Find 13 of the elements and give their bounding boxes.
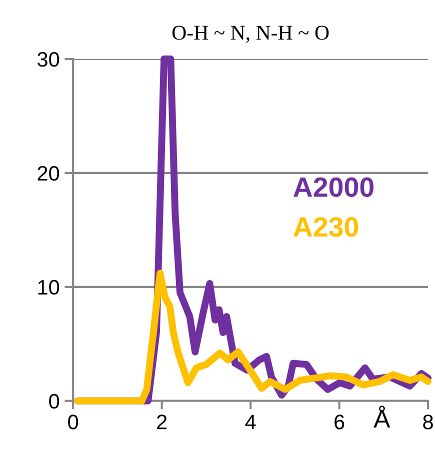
y-tick-label: 0	[49, 394, 60, 409]
text: A230	[293, 217, 358, 237]
chart-title: O-H ~ N, N-H ~ O	[172, 26, 329, 43]
x-tick-label: 8	[423, 414, 433, 430]
y-tick-label: 10	[38, 280, 60, 295]
x-tick-label: 6	[334, 414, 344, 430]
y-tick-label: 20	[38, 166, 60, 181]
x-tick-label: 4	[245, 414, 256, 430]
x-axis-title: Å	[374, 406, 390, 428]
y-tick-label: 30	[38, 52, 60, 67]
x-tick-label: 2	[157, 414, 167, 430]
x-tick-label: 0	[68, 414, 78, 430]
text: A2000	[293, 177, 374, 198]
